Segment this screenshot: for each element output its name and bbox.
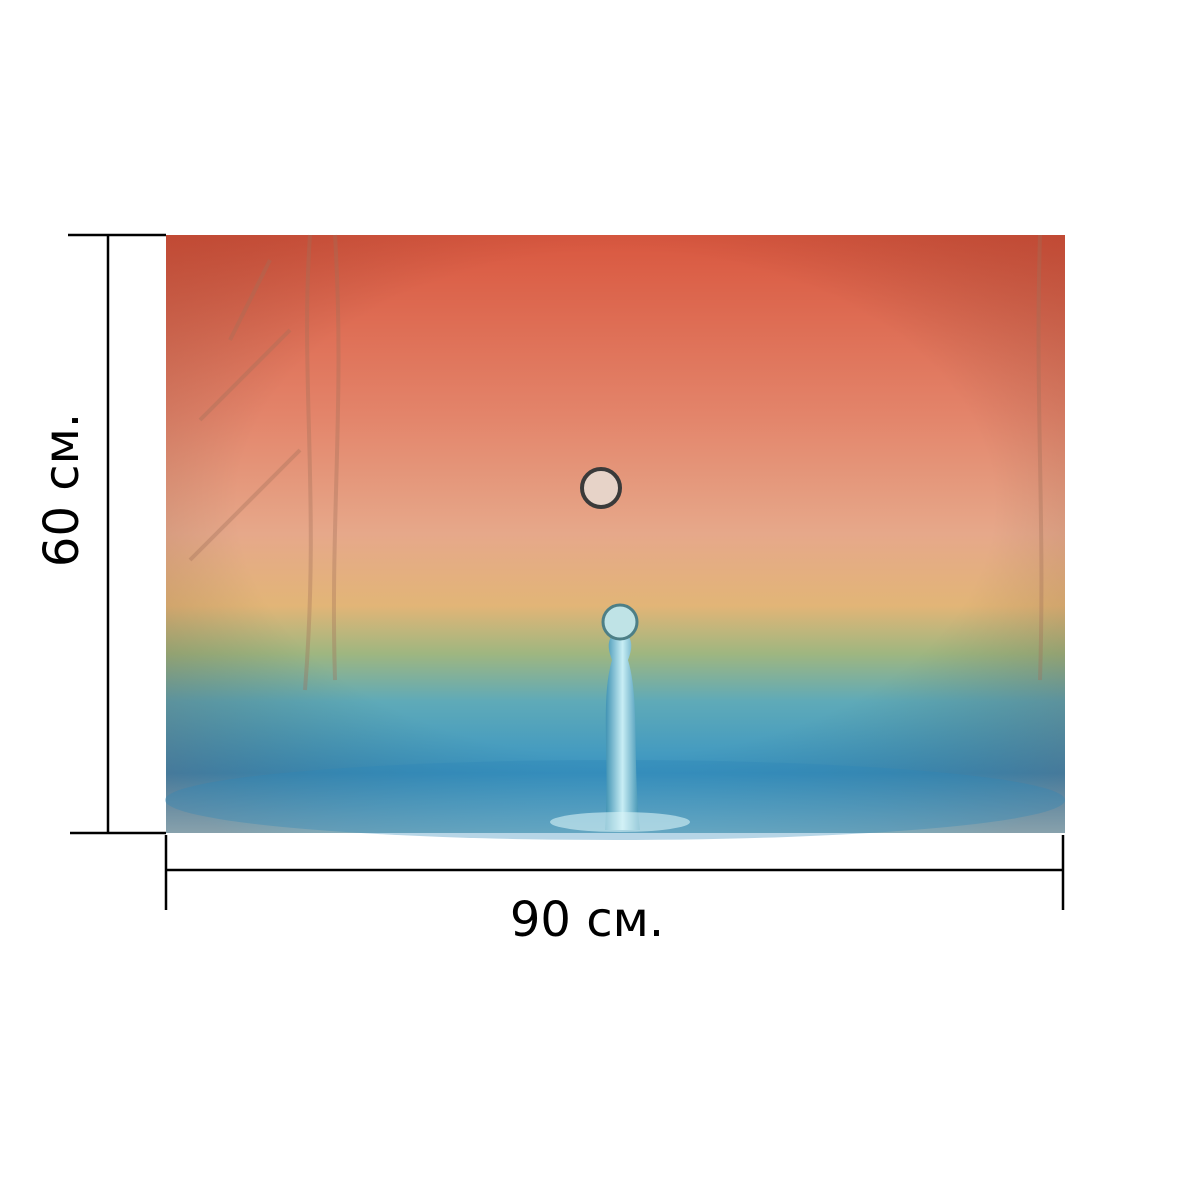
width-dimension: 90 см. <box>164 835 1065 948</box>
height-dimension: 60 см. <box>34 233 166 835</box>
height-label: 60 см. <box>34 413 90 567</box>
photo <box>165 234 1065 840</box>
width-label: 90 см. <box>510 892 664 948</box>
